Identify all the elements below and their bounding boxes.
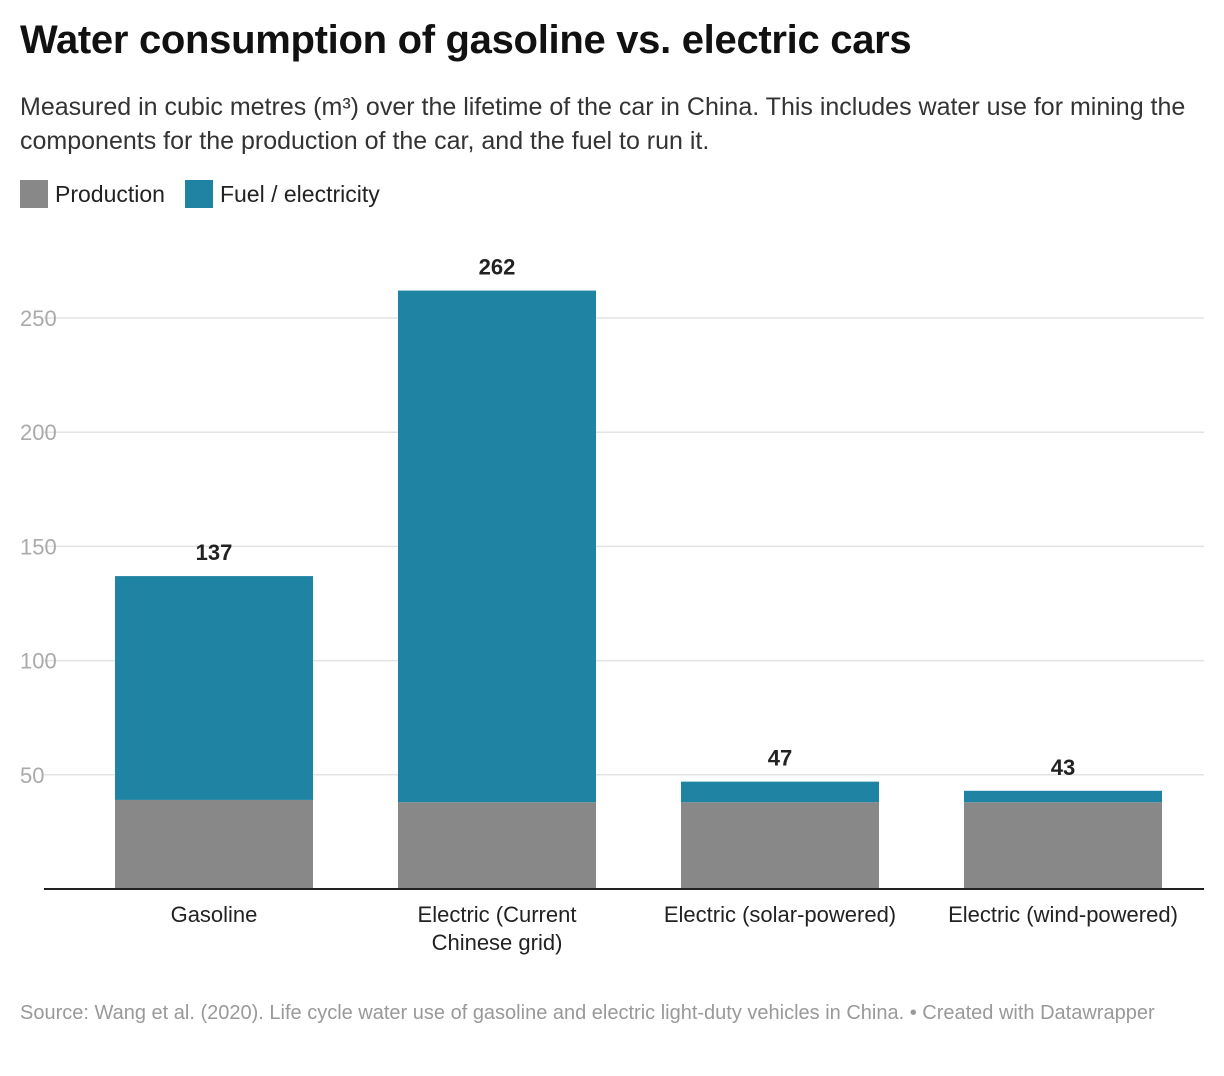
bar-production: [964, 802, 1162, 889]
legend-label: Fuel / electricity: [219, 180, 380, 207]
bar-fuel-electricity: [115, 576, 313, 800]
y-tick-label: 200: [20, 420, 57, 445]
y-tick-label: 250: [20, 306, 57, 331]
legend-swatch: [20, 180, 48, 208]
legend-swatch: [184, 180, 213, 208]
source-note: Source: Wang et al. (2020). Life cycle w…: [20, 1002, 1155, 1024]
x-tick-label: Gasoline: [171, 902, 258, 927]
x-tick-label: Electric (wind-powered): [948, 902, 1178, 927]
total-label: 47: [768, 746, 792, 771]
bar-fuel-electricity: [681, 781, 879, 803]
bar-production: [681, 802, 879, 889]
bar-fuel-electricity: [398, 290, 596, 803]
bar-production: [398, 802, 596, 889]
x-tick-label: Electric (Current Chinese grid): [418, 902, 577, 955]
chart-subtitle: Measured in cubic metres (m³) over the l…: [20, 93, 1186, 155]
chart-title: Water consumption of gasoline vs. electr…: [20, 18, 912, 62]
bar-production: [115, 799, 313, 889]
legend-item-fuel: Fuel / electricity: [184, 180, 380, 208]
total-label: 137: [196, 540, 233, 565]
x-tick-label: Electric (solar-powered): [664, 902, 896, 927]
legend-item-production: Production: [20, 180, 165, 208]
y-tick-label: 100: [20, 649, 57, 674]
y-tick-label: 150: [20, 534, 57, 559]
bar-fuel-electricity: [964, 790, 1162, 803]
legend-label: Production: [55, 180, 165, 207]
plot-area: 50 100 150 200 250 137 Gasoline 262 Electric (Cu…: [20, 255, 1204, 955]
total-label: 262: [479, 255, 516, 280]
y-tick-label: 50: [20, 763, 44, 788]
legend: Production Fuel / electricity: [20, 180, 380, 208]
total-label: 43: [1051, 755, 1075, 780]
